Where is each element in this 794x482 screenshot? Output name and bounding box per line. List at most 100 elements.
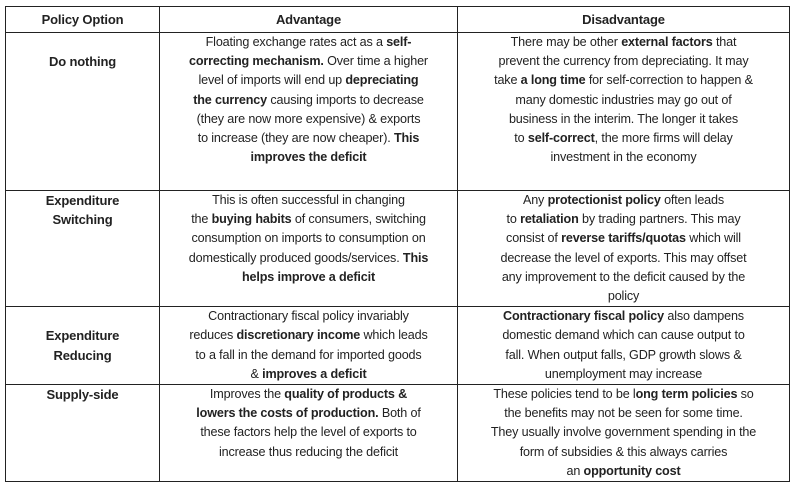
text: fall. When output falls, GDP growth slow… bbox=[505, 347, 742, 362]
bold-text: buying habits bbox=[211, 212, 292, 227]
policy-option-text: Supply-side bbox=[46, 387, 119, 403]
advantage-line: improves the deficit bbox=[162, 148, 455, 167]
advantage-line: to increase (they are now cheaper). This bbox=[162, 129, 455, 148]
text: prevent the currency from depreciating. … bbox=[498, 54, 749, 69]
table-row: Expenditure Reducing Contractionary fiscal… bbox=[5, 306, 790, 386]
advantage-line: (they are now more expensive) & exports bbox=[162, 110, 455, 129]
disadvantage-line: many domestic industries may go out of bbox=[460, 91, 787, 110]
disadvantage-line: Contractionary fiscal policy also dampen… bbox=[460, 307, 787, 326]
advantage-line: consumption on imports to consumption on bbox=[162, 229, 455, 248]
policy-option-text: Do nothing bbox=[48, 54, 117, 69]
text: take bbox=[494, 73, 521, 88]
text: decrease the level of exports. This may … bbox=[500, 250, 747, 265]
disadvantage-line: decrease the level of exports. This may … bbox=[460, 249, 787, 268]
disadvantage-line: fall. When output falls, GDP growth slow… bbox=[460, 346, 787, 365]
policy-options-table: Policy Option Advantage Disadvantage Do … bbox=[5, 6, 790, 482]
text: This is often successful in changing bbox=[212, 193, 405, 207]
text: of consumers, switching bbox=[291, 212, 426, 227]
text: the bbox=[191, 212, 212, 227]
advantage-line: lowers the costs of production. Both of bbox=[162, 404, 455, 423]
disadvantage-line: Any protectionist policy often leads bbox=[460, 191, 787, 210]
text: There may be other bbox=[510, 35, 622, 49]
bold-text: the currency bbox=[193, 92, 267, 107]
text: unemployment may increase bbox=[544, 366, 703, 381]
disadvantage-line: domestic demand which can cause output t… bbox=[460, 326, 787, 345]
advantage-line: reduces discretionary income which leads bbox=[162, 326, 455, 345]
bold-text: depreciating bbox=[345, 73, 419, 88]
bold-text: correcting mechanism. bbox=[189, 54, 324, 69]
disadvantage-line: the benefits may not be seen for some ti… bbox=[460, 404, 787, 423]
text: domestic demand which can cause output t… bbox=[502, 328, 745, 343]
bold-text: opportunity cost bbox=[583, 463, 681, 478]
advantage-line: to a fall in the demand for imported goo… bbox=[162, 346, 455, 365]
text: Floating exchange rates act as a bbox=[205, 35, 387, 49]
header-advantage: Advantage bbox=[159, 6, 458, 33]
text: Over time a higher bbox=[323, 54, 428, 69]
disadvantage-line: They usually involve government spending… bbox=[460, 423, 787, 442]
text: any improvement to the deficit caused by… bbox=[501, 269, 746, 284]
disadvantage-line: prevent the currency from depreciating. … bbox=[460, 52, 787, 71]
policy-option-text: Reducing bbox=[53, 347, 112, 363]
policy-option-text: Expenditure bbox=[45, 193, 120, 208]
disadvantage-line: policy bbox=[460, 287, 787, 306]
advantage-line: correcting mechanism. Over time a higher bbox=[162, 52, 455, 71]
text: by trading partners. This may bbox=[578, 212, 741, 227]
text: also dampens bbox=[664, 309, 744, 324]
text: an bbox=[566, 463, 584, 478]
text: to bbox=[506, 212, 521, 227]
text: level of imports will end up bbox=[198, 73, 346, 88]
disadvantage-cell: These policies tend to be long term poli… bbox=[457, 384, 790, 482]
bold-text: external factors bbox=[621, 35, 713, 49]
text: so bbox=[737, 387, 754, 402]
text: These policies tend to be l bbox=[493, 387, 636, 402]
advantage-line: & improves a deficit bbox=[162, 365, 455, 384]
text: which will bbox=[685, 231, 741, 246]
disadvantage-line: These policies tend to be long term poli… bbox=[460, 385, 787, 404]
text: many domestic industries may go out of bbox=[515, 92, 732, 107]
text: for self-correction to happen & bbox=[585, 73, 753, 88]
bold-text: reverse tariffs/quotas bbox=[561, 231, 686, 246]
disadvantage-line: There may be other external factors that bbox=[460, 33, 787, 52]
policy-option-text: Switching bbox=[52, 212, 113, 228]
advantage-line: Floating exchange rates act as a self- bbox=[162, 33, 455, 52]
advantage-line: This is often successful in changing bbox=[162, 191, 455, 210]
header-disadvantage: Disadvantage bbox=[457, 6, 790, 33]
text: which leads bbox=[360, 328, 428, 343]
advantage-cell: This is often successful in changing the … bbox=[159, 189, 458, 308]
text: to increase (they are now cheaper). bbox=[197, 131, 394, 146]
text: Contractionary fiscal policy invariably bbox=[208, 309, 409, 324]
text: causing imports to decrease bbox=[266, 92, 424, 107]
text: to a fall in the demand for imported goo… bbox=[195, 347, 422, 362]
disadvantage-line: to self-correct, the more firms will del… bbox=[460, 129, 787, 148]
bold-text: helps improve a deficit bbox=[241, 269, 376, 284]
policy-option-cell: Do nothing bbox=[5, 32, 160, 191]
bold-text: improves a deficit bbox=[262, 366, 367, 381]
text: reduces bbox=[189, 328, 237, 343]
text: consumption on imports to consumption on bbox=[191, 231, 426, 246]
advantage-line: helps improve a deficit bbox=[162, 268, 455, 287]
text: & bbox=[250, 366, 263, 381]
bold-text: protectionist policy bbox=[547, 193, 661, 207]
header-row: Policy Option Advantage Disadvantage bbox=[5, 6, 790, 33]
disadvantage-line: any improvement to the deficit caused by… bbox=[460, 268, 787, 287]
advantage-line: the buying habits of consumers, switchin… bbox=[162, 210, 455, 229]
text: domestically produced goods/services. bbox=[188, 250, 403, 265]
text: often leads bbox=[660, 193, 725, 207]
text: Improves the bbox=[209, 387, 285, 402]
header-policy-option: Policy Option bbox=[5, 6, 160, 33]
text: that bbox=[712, 35, 737, 49]
bold-text: quality of products & bbox=[284, 387, 408, 402]
text: business in the interim. The longer it t… bbox=[508, 111, 739, 126]
text: investment in the economy bbox=[550, 150, 697, 165]
text: policy bbox=[607, 289, 640, 304]
bold-text: This bbox=[402, 250, 429, 265]
text: Both of bbox=[378, 406, 421, 421]
disadvantage-cell: There may be other external factors that… bbox=[457, 32, 790, 191]
bold-text: lowers the costs of production. bbox=[196, 406, 379, 421]
text: the benefits may not be seen for some ti… bbox=[504, 406, 743, 421]
table-row: Do nothing Floating exchange rates act as… bbox=[5, 32, 790, 191]
bold-text: self- bbox=[386, 35, 412, 49]
bold-text: This bbox=[393, 131, 420, 146]
advantage-line: these factors help the level of exports … bbox=[162, 423, 455, 442]
policy-option-cell: Expenditure Switching bbox=[5, 189, 160, 308]
